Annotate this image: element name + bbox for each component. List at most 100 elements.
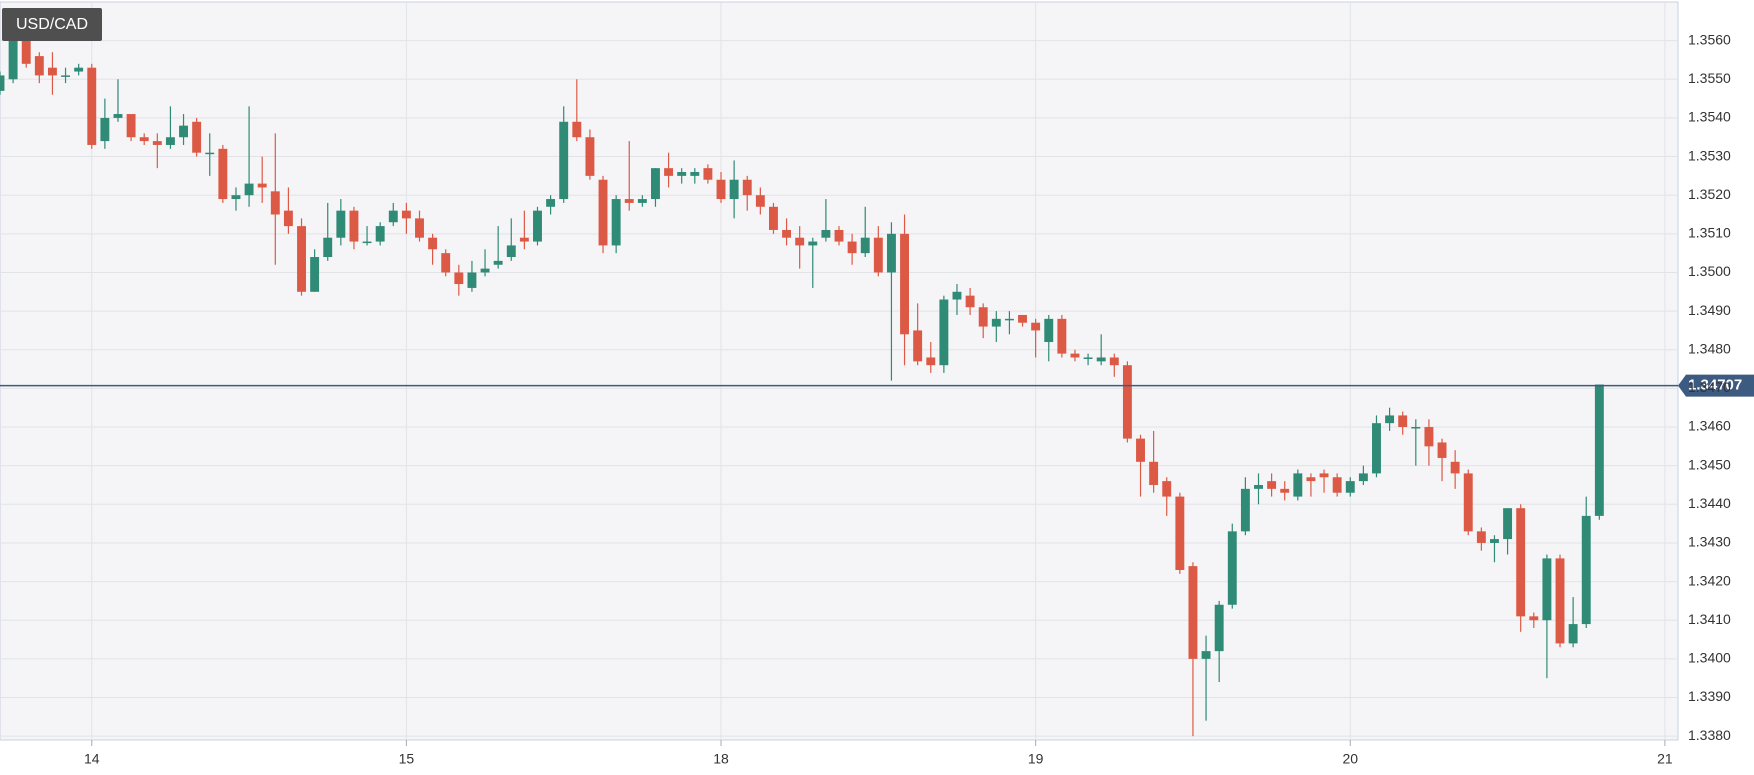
candle-body: [401, 210, 411, 219]
candle-body: [768, 206, 778, 230]
candle-body: [1345, 481, 1355, 493]
candle-body: [965, 295, 975, 308]
candle-body: [139, 137, 149, 142]
candle-body: [1411, 427, 1421, 429]
candle-body: [821, 229, 831, 238]
candle-body: [847, 241, 857, 254]
candle-body: [1018, 314, 1027, 323]
candle-body: [152, 141, 162, 145]
candle-body: [913, 330, 923, 362]
candles: [0, 13, 1604, 737]
candle-body: [61, 75, 71, 77]
candle-body: [939, 299, 949, 366]
x-tick-label: 19: [1028, 751, 1044, 767]
candle-body: [231, 195, 241, 200]
candle-body: [1188, 566, 1198, 659]
x-tick-label: 14: [84, 751, 100, 767]
candle-body: [1424, 427, 1434, 447]
x-tick-label: 21: [1657, 751, 1673, 767]
candle-body: [1594, 384, 1604, 516]
candle-body: [34, 56, 44, 76]
x-tick-label: 15: [399, 751, 415, 767]
candle-body: [729, 179, 739, 200]
candle-body: [1254, 484, 1263, 489]
candle-body: [1568, 624, 1578, 644]
candle-body: [860, 237, 870, 254]
y-tick-label: 1.3500: [1688, 263, 1731, 279]
candle-body: [1149, 461, 1159, 485]
candle-body: [1437, 442, 1447, 458]
candle-body: [1490, 539, 1499, 543]
candle-body: [559, 121, 569, 200]
candle-body: [244, 183, 254, 196]
y-tick-label: 1.3400: [1688, 650, 1731, 666]
candle-body: [1463, 473, 1473, 532]
candle-body: [113, 114, 123, 118]
candle-body: [677, 172, 687, 176]
y-tick-label: 1.3480: [1688, 340, 1731, 356]
y-tick-label: 1.3490: [1688, 302, 1731, 318]
candle-body: [886, 233, 896, 273]
candle-body: [1162, 481, 1172, 497]
candle-body: [257, 183, 267, 188]
y-tick-label: 1.3520: [1688, 186, 1731, 202]
y-tick-label: 1.3380: [1688, 727, 1731, 743]
candle-body: [1332, 477, 1342, 493]
candle-body: [1083, 357, 1093, 359]
candle-body: [546, 199, 556, 207]
y-tick-label: 1.3390: [1688, 688, 1731, 704]
candle-body: [270, 191, 280, 215]
candle-body: [87, 67, 97, 145]
candle-body: [1503, 508, 1513, 540]
candle-body: [834, 229, 844, 242]
candle-body: [1031, 322, 1041, 331]
y-tick-label: 1.3560: [1688, 31, 1731, 47]
y-tick-label: 1.3460: [1688, 418, 1731, 434]
candle-body: [1280, 488, 1290, 493]
candle-body: [349, 210, 359, 242]
x-tick-label: 20: [1342, 751, 1358, 767]
candle-body: [21, 40, 31, 64]
candle-body: [1372, 423, 1381, 474]
candle-body: [8, 40, 18, 80]
y-tick-label: 1.3530: [1688, 147, 1731, 163]
candle-body: [310, 257, 320, 292]
candle-body: [388, 210, 398, 223]
candle-body: [1240, 488, 1250, 532]
candle-body: [375, 226, 385, 242]
candle-body: [795, 237, 805, 246]
candle-body: [1319, 473, 1329, 478]
candle-body: [1175, 496, 1185, 570]
candle-body: [1201, 651, 1211, 659]
candle-body: [978, 307, 988, 327]
candle-body: [74, 67, 84, 72]
candle-body: [1529, 616, 1539, 621]
y-tick-label: 1.3450: [1688, 456, 1731, 472]
y-tick-label: 1.3440: [1688, 495, 1731, 511]
candle-body: [690, 172, 700, 176]
candle-body: [703, 168, 713, 180]
candle-body: [572, 121, 582, 138]
candle-body: [1057, 318, 1067, 354]
candle-body: [1122, 365, 1132, 439]
candle-body: [598, 179, 608, 246]
candle-body: [100, 117, 110, 142]
candle-body: [1516, 508, 1526, 617]
candle-body: [782, 229, 792, 238]
candle-body: [454, 272, 464, 285]
candle-body: [991, 318, 1001, 327]
candle-body: [1136, 438, 1145, 462]
candle-body: [533, 210, 542, 242]
candle-body: [126, 114, 136, 138]
candle-body: [716, 179, 726, 200]
candle-body: [1004, 318, 1014, 321]
candle-body: [900, 233, 910, 335]
candle-body: [323, 237, 333, 258]
candle-body: [336, 210, 346, 238]
candle-body: [873, 237, 883, 273]
candle-body: [428, 237, 438, 250]
candle-body: [506, 245, 516, 258]
last-price-label: 1.34707: [1688, 377, 1742, 394]
candle-body: [1385, 415, 1395, 424]
candle-body: [0, 75, 5, 91]
